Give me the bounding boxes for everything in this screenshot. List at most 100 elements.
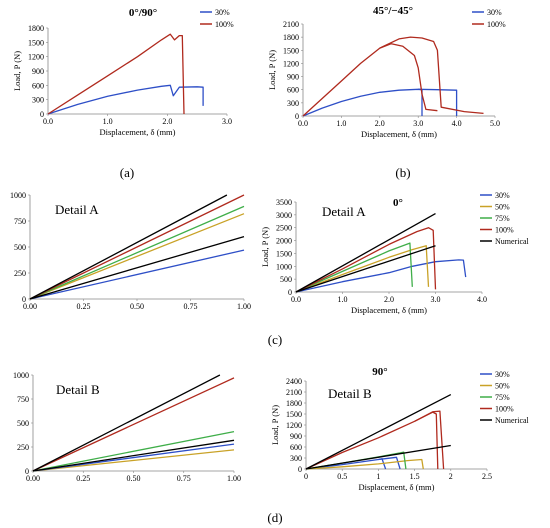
y-tick-label: 2000 [276,237,292,246]
series-line-75-2 [295,242,413,293]
legend-label: 100% [487,20,506,29]
chart-a: 0.0 1.0 2.0 3.0 0 300 600 900 1200 1500 1800 0°/90°… [12,7,234,137]
legend-label: 50% [495,203,510,212]
x-tick-label: 1 [376,472,380,481]
x-tick-label: 3.0 [431,295,441,304]
y-tick-label: 300 [32,96,44,105]
series-line-50-2 [305,458,424,470]
legend-label: 30% [487,8,502,17]
x-tick-label: 1.5 [410,472,420,481]
y-tick-label: 1200 [286,421,302,430]
legend-label: 75% [495,214,510,223]
legend-label: 100% [215,20,234,29]
y-axis-label: Load, P (N) [12,51,22,91]
y-tick-label: 1000 [10,191,26,200]
y-tick-label: 300 [290,454,302,463]
panel-label-b: (b) [395,165,410,180]
series-line-detail-4 [32,374,221,472]
y-tick-label: 0 [288,288,292,297]
y-axis-label: Load, P (N) [260,227,270,267]
series-line-30-1 [418,88,458,116]
chart-d: 0 0.5 1 1.5 2 2.50300600900120015001800210024… [270,366,530,492]
y-tick-label: 2400 [286,377,302,386]
chart-title: 45°/−45° [373,5,413,17]
y-tick-label: 0 [298,465,302,474]
series-line-100-5 [414,410,445,470]
legend-label: Numerical [495,237,530,246]
series-line-detail-3 [32,377,235,472]
series-line-50-1 [295,245,430,293]
x-tick-label: 0.25 [77,302,91,311]
x-tick-label: 4.0 [477,295,487,304]
x-tick-label: 0.50 [130,302,144,311]
x-tick-label: 2 [449,472,453,481]
chart-d-detail: 0.00 0.25 0.50 0.75 1.00 0 250 500 750 1000 Detail… [13,371,241,483]
legend-label: 30% [495,370,510,379]
chart-title: 0° [393,197,403,209]
panel-label-d: (d) [267,510,282,525]
x-tick-label: 1.0 [338,295,348,304]
x-tick-label: 0.00 [23,302,37,311]
y-tick-label: 1000 [276,262,292,271]
y-tick-label: 1800 [286,399,302,408]
y-axis-label: Load, P (N) [270,405,280,445]
x-tick-label: 1.00 [237,302,251,311]
series-line-detail-2 [29,205,245,300]
series-line-100-3 [379,36,484,115]
y-tick-label: 1800 [28,24,44,33]
y-tick-label: 600 [32,81,44,90]
series-line-numerical-5 [295,245,436,293]
series-line-detail-5 [32,439,235,472]
y-tick-label: 750 [17,395,29,404]
x-tick-label: 5.0 [490,119,500,128]
y-tick-label: 900 [287,73,299,82]
series-line-detail-0 [32,449,235,472]
legend-label: 50% [495,382,510,391]
x-tick-label: 0.25 [76,474,90,483]
series-line-detail-5 [29,235,245,300]
chart-c-detail: 0.00 0.25 0.50 0.75 1.00 0 250 500 750 1000 Detail… [10,191,251,311]
y-tick-label: 3000 [276,211,292,220]
y-tick-label: 3500 [276,198,292,207]
chart-c: 0.0 1.0 2.0 3.0 4.0 0 500 1000 1500 2000 2500 3000 3… [260,191,530,315]
y-tick-label: 250 [17,443,29,452]
x-tick-label: 1.00 [227,474,241,483]
x-axis-label: Displacement, δ (mm) [359,482,435,492]
series-line-detail-0 [29,249,245,300]
y-tick-label: 2500 [276,224,292,233]
series-line-30-0 [295,259,467,293]
legend-label: 30% [215,8,230,17]
series-line-numerical-6 [305,394,452,470]
y-tick-label: 1200 [28,53,44,62]
x-axis-label: Displacement, δ (mm) [100,127,176,137]
chart-b: 0.0 1.0 2.0 3.0 4.0 5.0 0 300 600 900 1200 1500 1800… [267,5,506,139]
legend-label: 100% [495,226,514,235]
x-tick-label: 0.5 [337,472,347,481]
y-axis-label: Load, P (N) [267,50,277,90]
x-tick-label: 0.0 [298,119,308,128]
y-tick-label: 1800 [283,33,299,42]
series-line-30-0 [302,88,423,117]
x-tick-label: 0.0 [291,295,301,304]
detail-label: Detail B [56,382,100,397]
legend-label: 75% [495,393,510,402]
x-tick-label: 2.0 [384,295,394,304]
y-tick-label: 600 [290,443,302,452]
y-tick-label: 0 [22,295,26,304]
legend-label: 100% [495,405,514,414]
y-tick-label: 250 [14,269,26,278]
y-tick-label: 500 [280,275,292,284]
y-tick-label: 900 [290,432,302,441]
y-tick-label: 1500 [283,46,299,55]
x-tick-label: 2.5 [482,472,492,481]
x-tick-label: 0.75 [184,302,198,311]
series-line-30-0 [47,84,204,115]
y-tick-label: 500 [14,243,26,252]
x-tick-label: 2.0 [375,119,385,128]
legend-label: Numerical [495,416,530,425]
y-tick-label: 2100 [283,20,299,29]
x-axis-label: Displacement, δ (mm) [351,305,427,315]
x-tick-label: 3.0 [222,117,232,126]
y-tick-label: 0 [40,110,44,119]
